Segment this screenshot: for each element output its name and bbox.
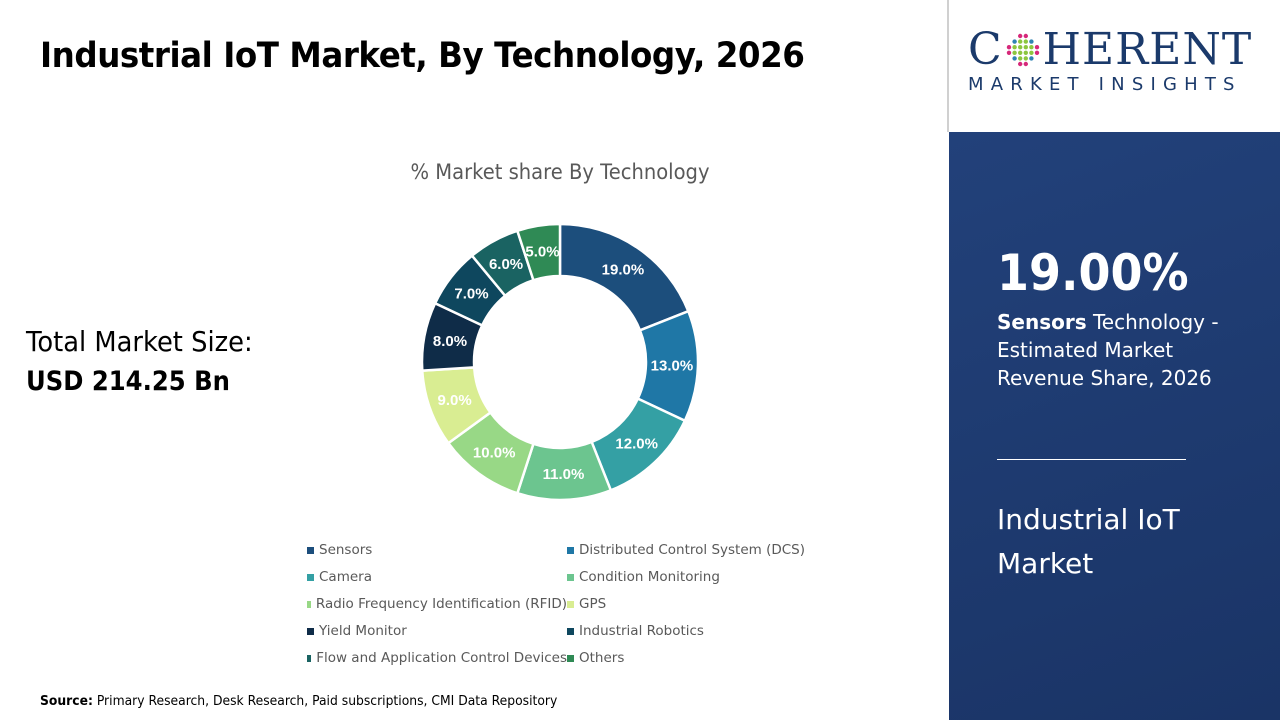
highlight-panel: 19.00% Sensors Technology - Estimated Ma… — [949, 132, 1280, 720]
highlight-desc-text: Technology - Estimated Market Revenue Sh… — [997, 310, 1219, 390]
legend-swatch — [567, 627, 574, 635]
legend-swatch — [307, 654, 312, 662]
data-label: 6.0% — [489, 256, 523, 273]
legend-swatch — [567, 573, 574, 581]
data-label: 9.0% — [438, 392, 472, 409]
chart-title: % Market share By Technology — [410, 160, 710, 184]
legend-swatch — [307, 546, 314, 554]
total-market-value: USD 214.25 Bn — [26, 366, 230, 397]
data-label: 12.0% — [615, 436, 658, 453]
legend-swatch — [307, 600, 311, 608]
legend-label: Radio Frequency Identification (RFID) — [315, 596, 567, 612]
legend-item: Distributed Control System (DCS) — [567, 541, 827, 559]
legend-label: Distributed Control System (DCS) — [579, 542, 806, 558]
data-label: 19.0% — [602, 261, 645, 278]
legend-item: Industrial Robotics — [567, 622, 827, 640]
highlight-description: Sensors Technology - Estimated Market Re… — [997, 308, 1257, 392]
legend-swatch — [567, 600, 574, 608]
legend-label: Others — [579, 650, 625, 666]
data-label: 10.0% — [473, 445, 516, 462]
data-label: 7.0% — [454, 285, 488, 302]
legend-swatch — [567, 546, 574, 554]
legend-item: Camera — [307, 568, 567, 586]
legend-label: Camera — [319, 569, 372, 585]
highlight-segment: Sensors — [997, 310, 1087, 334]
donut-slice — [515, 222, 562, 282]
donut-chart: 19.0% 13.0% 12.0% 11.0% 10.0% 9.0% 8.0% 7.0%6.0… — [420, 222, 700, 502]
legend-swatch — [567, 654, 574, 662]
legend-label: Yield Monitor — [319, 623, 407, 639]
globe-icon — [1006, 33, 1039, 67]
source-text: Primary Research, Desk Research, Paid su… — [92, 694, 558, 709]
legend-label: Flow and Application Control Devices — [316, 650, 567, 666]
logo-tagline: MARKET INSIGHTS — [968, 74, 1242, 95]
legend-item: Others — [567, 649, 827, 667]
legend-item: Condition Monitoring — [567, 568, 827, 586]
data-label: 5.0% — [525, 243, 559, 260]
source-note: Source: Primary Research, Desk Research,… — [40, 694, 557, 709]
legend-label: GPS — [579, 596, 607, 612]
legend-label: Industrial Robotics — [579, 623, 704, 639]
highlight-value: 19.00% — [997, 244, 1189, 302]
legend-swatch — [307, 573, 314, 581]
market-name: Industrial IoT Market — [997, 503, 1180, 580]
legend-item: Sensors — [307, 541, 567, 559]
legend-item: Yield Monitor — [307, 622, 567, 640]
source-label: Source: — [40, 694, 93, 709]
data-label: 8.0% — [433, 333, 467, 350]
legend-swatch — [307, 627, 314, 635]
legend-item: Radio Frequency Identification (RFID) — [307, 595, 567, 613]
chart-legend: Sensors Distributed Control System (DCS) C… — [307, 541, 827, 667]
panel-divider — [997, 459, 1186, 460]
legend-item: GPS — [567, 595, 827, 613]
data-label: 11.0% — [543, 466, 585, 483]
legend-label: Condition Monitoring — [579, 569, 720, 585]
divider — [947, 0, 949, 132]
total-market-label: Total Market Size: — [26, 325, 253, 358]
legend-item: Flow and Application Control Devices — [307, 649, 567, 667]
page-title: Industrial IoT Market, By Technology, 20… — [40, 36, 805, 76]
data-label: 13.0% — [651, 358, 694, 375]
legend-label: Sensors — [319, 542, 373, 558]
logo: C HERENT MARKET INSIGHTS — [968, 28, 1268, 96]
